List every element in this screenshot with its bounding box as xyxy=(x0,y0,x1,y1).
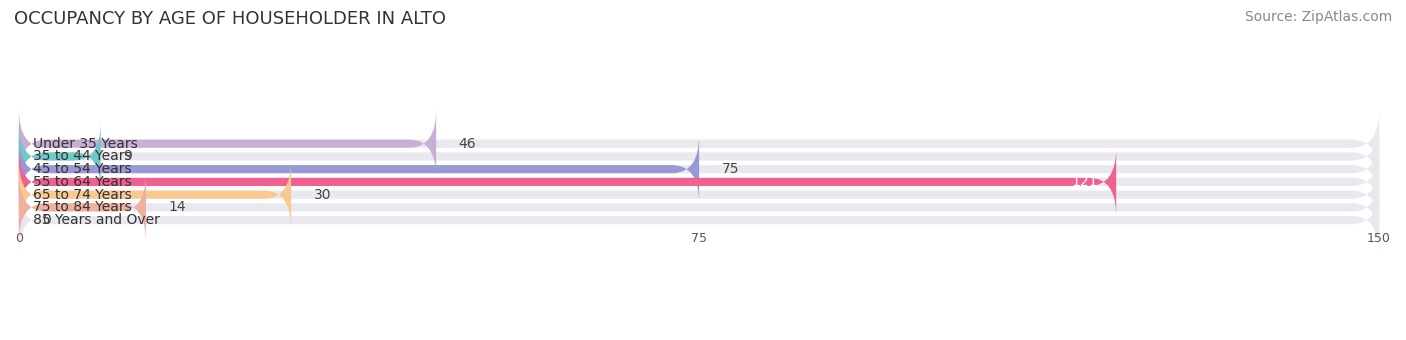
FancyBboxPatch shape xyxy=(18,160,291,229)
FancyBboxPatch shape xyxy=(18,109,436,178)
Text: 35 to 44 Years: 35 to 44 Years xyxy=(32,150,131,164)
FancyBboxPatch shape xyxy=(18,148,1116,216)
FancyBboxPatch shape xyxy=(18,173,1379,241)
FancyBboxPatch shape xyxy=(18,173,146,241)
FancyBboxPatch shape xyxy=(18,135,1379,203)
Text: 45 to 54 Years: 45 to 54 Years xyxy=(32,162,131,176)
FancyBboxPatch shape xyxy=(18,122,1379,190)
Text: 121: 121 xyxy=(1071,175,1098,189)
Text: 14: 14 xyxy=(169,200,186,214)
Text: 55 to 64 Years: 55 to 64 Years xyxy=(32,175,131,189)
FancyBboxPatch shape xyxy=(18,160,1379,229)
Text: 0: 0 xyxy=(42,213,51,227)
Text: 9: 9 xyxy=(124,150,132,164)
Text: Source: ZipAtlas.com: Source: ZipAtlas.com xyxy=(1244,10,1392,24)
FancyBboxPatch shape xyxy=(18,135,699,203)
FancyBboxPatch shape xyxy=(18,109,1379,178)
FancyBboxPatch shape xyxy=(18,186,1379,254)
FancyBboxPatch shape xyxy=(18,148,1379,216)
Text: 75: 75 xyxy=(721,162,740,176)
Text: 75 to 84 Years: 75 to 84 Years xyxy=(32,200,131,214)
Text: OCCUPANCY BY AGE OF HOUSEHOLDER IN ALTO: OCCUPANCY BY AGE OF HOUSEHOLDER IN ALTO xyxy=(14,10,446,28)
Text: 46: 46 xyxy=(458,137,477,151)
FancyBboxPatch shape xyxy=(18,122,101,190)
Text: 65 to 74 Years: 65 to 74 Years xyxy=(32,188,131,202)
Text: 30: 30 xyxy=(314,188,332,202)
Text: 85 Years and Over: 85 Years and Over xyxy=(32,213,159,227)
Text: Under 35 Years: Under 35 Years xyxy=(32,137,138,151)
